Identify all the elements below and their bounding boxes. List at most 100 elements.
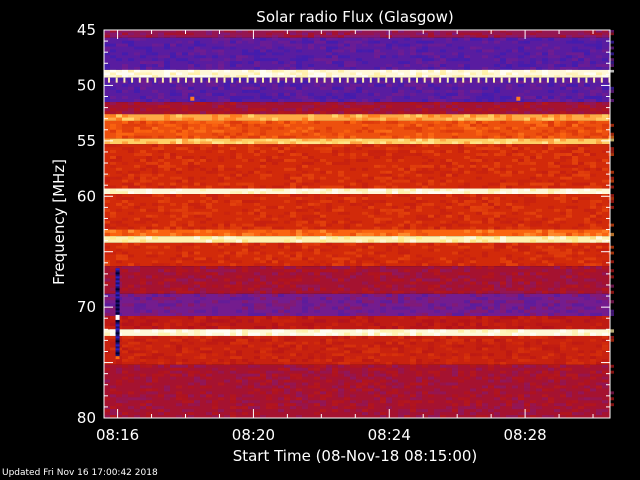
noise-cell [236,120,242,124]
noise-cell [284,239,290,243]
noise-cell [236,281,242,285]
noise-cell [290,242,296,246]
noise-cell [272,108,278,112]
noise-cell [266,391,272,395]
noise-cell [374,52,380,56]
noise-cell [392,226,398,230]
noise-cell [206,194,212,198]
noise-cell [140,312,146,317]
noise-cell [344,297,350,301]
noise-cell [266,141,272,145]
noise-cell [320,403,326,407]
noise-cell [326,248,332,252]
noise-cell [140,385,146,389]
noise-cell [548,108,554,112]
noise-cell [176,300,182,304]
noise-cell [146,376,152,380]
noise-cell [290,188,296,192]
noise-cell [314,72,320,76]
noise-cell [596,290,602,294]
noise-cell [398,257,404,261]
noise-cell [164,197,170,200]
noise-cell [272,99,278,103]
noise-cell [374,382,380,386]
noise-cell [308,69,314,73]
noise-cell [314,208,320,212]
noise-cell [350,43,356,47]
noise-cell [350,64,356,67]
noise-cell [542,403,548,407]
noise-cell [356,293,362,298]
noise-cell [344,356,350,360]
noise-cell [584,83,590,87]
noise-cell [590,332,596,336]
noise-cell [152,376,158,380]
noise-cell [260,69,266,73]
noise-cell [200,89,206,93]
noise-cell [524,188,530,192]
noise-cell [560,176,566,180]
noise-cell [122,223,128,227]
noise-cell [386,188,392,192]
noise-cell [482,220,488,224]
noise-cell [152,319,158,323]
noise-cell [128,350,134,354]
noise-cell [182,367,188,371]
noise-cell [452,322,458,326]
noise-cell [602,102,608,106]
noise-cell [356,223,362,227]
noise-cell [500,58,506,62]
noise-cell [146,153,152,157]
noise-cell [566,173,572,177]
noise-cell [116,132,122,136]
noise-cell [482,95,488,100]
noise-cell [254,303,260,307]
noise-cell [326,364,332,368]
noise-cell [350,364,356,368]
noise-cell [308,55,314,59]
noise-cell [248,199,254,203]
noise-cell [296,275,302,279]
periodic-spike [508,77,511,83]
noise-cell [140,217,146,221]
noise-cell [236,105,242,109]
noise-cell [542,111,548,115]
noise-cell [416,376,422,380]
noise-cell [194,400,200,404]
noise-cell [260,176,266,180]
noise-cell [464,306,470,310]
noise-cell [482,77,488,81]
noise-cell [278,350,284,354]
noise-cell [350,251,356,255]
noise-cell [560,35,566,38]
noise-cell [236,173,242,177]
noise-cell [182,135,188,139]
noise-cell [440,236,446,240]
noise-cell [560,403,566,407]
noise-cell [110,86,116,90]
noise-cell [254,153,260,157]
noise-cell [272,144,278,148]
noise-cell [296,391,302,395]
noise-cell [206,325,212,330]
noise-cell [218,144,224,148]
noise-cell [404,232,410,237]
noise-cell [410,153,416,157]
periodic-spike [277,77,280,83]
noise-cell [392,361,398,365]
noise-cell [302,95,308,100]
noise-cell [230,316,236,320]
noise-cell [386,248,392,252]
noise-cell [434,290,440,294]
noise-cell [380,269,386,273]
noise-cell [110,55,116,59]
noise-cell [512,403,518,407]
noise-cell [344,147,350,151]
periodic-spike [200,77,203,83]
noise-cell [296,376,302,380]
noise-cell [230,167,236,171]
noise-cell [410,202,416,206]
noise-cell [590,223,596,227]
noise-cell [242,129,248,133]
noise-cell [350,49,356,53]
